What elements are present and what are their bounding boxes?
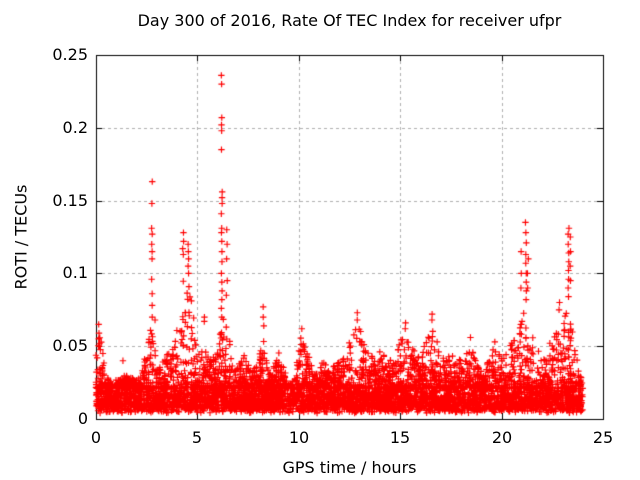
y-tick-label: 0.25 (52, 45, 88, 64)
y-tick-label: 0.05 (52, 336, 88, 355)
chart-title: Day 300 of 2016, Rate Of TEC Index for r… (137, 11, 562, 30)
x-tick-label: 25 (592, 428, 614, 447)
y-tick-label: 0.1 (62, 263, 88, 282)
y-tick-label: 0.15 (52, 191, 88, 210)
x-tick-label: 10 (288, 428, 310, 447)
x-axis-label: GPS time / hours (282, 458, 417, 477)
y-tick-label: 0 (77, 409, 88, 428)
x-tick-label: 5 (191, 428, 203, 447)
x-tick-label: 20 (491, 428, 513, 447)
x-tick-label: 15 (389, 428, 411, 447)
y-tick-label: 0.2 (62, 118, 88, 137)
x-tick-label: 0 (90, 428, 102, 447)
